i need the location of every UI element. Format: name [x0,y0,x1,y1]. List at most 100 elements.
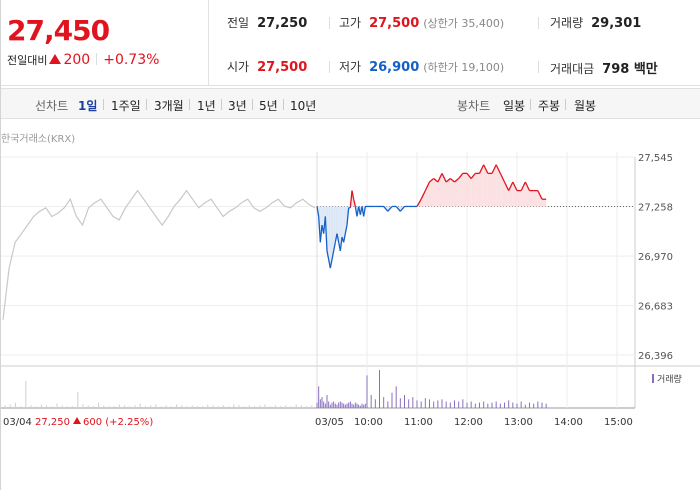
price-line-down [318,216,321,243]
price-line-down [316,206,320,217]
price-line-down [336,233,340,243]
up-area-fill [521,181,526,207]
divider [283,99,284,110]
y-tick-label: 26,683 [638,302,673,313]
up-area-fill [500,173,505,207]
up-area-fill [437,173,442,207]
up-area-fill [492,164,497,207]
y-axis-labels: 27,545 27,258 26,970 26,683 26,396 [638,153,673,362]
period-5y-tab[interactable]: 5년 [259,99,278,113]
price-line-up [416,198,422,207]
candle-chart-label: 봉차트 [457,99,491,113]
up-area-fill [471,173,476,207]
chart-lines [2,164,547,320]
prev-day-price-line [2,189,316,320]
divider [538,61,539,73]
period-1w-tab[interactable]: 1주일 [111,99,141,113]
change-amount: 200 [63,52,91,68]
divider [329,61,330,73]
price-line-down [344,224,348,234]
y-tick-label: 26,396 [638,351,673,362]
candle-monthly-tab[interactable]: 월봉 [574,99,597,113]
volume-bars [4,370,547,408]
trade-value-label: 거래대금 [550,62,595,76]
price-line-down [319,225,323,243]
price-line-up [503,181,510,191]
up-area-fill [537,190,542,207]
period-3y-tab[interactable]: 3년 [228,99,247,113]
up-area-fill [533,190,538,207]
x-tick-label: 03/05 [315,417,344,428]
price-line-up [449,178,455,183]
up-area-fill [446,178,451,207]
low-value: 26,900 [369,60,420,75]
price-line-down [326,250,330,260]
quote-summary: 27,450 전일대비 200 +0.73% 전일 27,250 고가 27,500 (상… [1,0,700,86]
price-line-up [437,173,443,183]
trade-value-cell: 거래대금 798 백만 [550,58,658,78]
up-area-fill [350,190,352,207]
up-area-fill [483,164,488,207]
up-area-fill [512,181,517,207]
price-line-up [491,164,497,174]
lower-limit-note: (하한가 19,100) [423,61,505,74]
divider [96,53,98,65]
up-area-fill [508,181,513,207]
down-area-fill [330,206,332,269]
down-area-fill [337,206,339,243]
up-area-fill [496,164,501,207]
down-area-fill [333,206,336,251]
period-3m-tab[interactable]: 3개월 [154,99,184,113]
divider [252,99,253,110]
period-10y-tab[interactable]: 10년 [290,99,317,113]
down-area-fill [338,206,341,251]
price-line-up [537,190,543,200]
price-line-up [499,173,506,183]
line-chart-label: 선차트 [35,99,69,113]
up-area-fill [504,181,509,207]
price-line-up [508,181,514,191]
down-area-fill [335,206,337,243]
open-value: 27,500 [257,60,308,75]
prev-day-change: 600 (+2.25%) [83,417,153,428]
up-area-fill [433,178,438,207]
price-line-up [424,181,431,191]
data-source-label: 한국거래소(KRX) [1,134,76,145]
x-tick-label: 12:00 [454,417,483,428]
price-line-up [351,190,355,200]
price-line-down [399,206,405,212]
price-line-up [524,181,531,191]
volume-legend: 거래량 [652,373,682,385]
open-label: 시가 [227,60,250,74]
prev-close-label: 전일 [227,16,250,30]
price-line-up [441,173,447,183]
candle-weekly-tab[interactable]: 주봉 [538,99,561,113]
prev-close-cell: 전일 27,250 [227,14,307,34]
price-line-up [466,172,472,179]
price-line-up [420,190,426,200]
price-line-up [478,164,485,174]
volume-legend-swatch [652,374,654,383]
period-1d-tab[interactable]: 1일 [78,99,98,113]
change-row: 전일대비 200 +0.73% [7,52,159,68]
prev-close-value: 27,250 [257,16,308,31]
period-1y-tab[interactable]: 1년 [197,99,216,113]
price-line-down [383,206,389,212]
high-cell: 고가 27,500 (상한가 35,400) [339,14,504,34]
open-cell: 시가 27,500 [227,58,307,78]
chart-area-fills [317,164,547,269]
intraday-price-chart[interactable]: 27,545 27,258 26,970 26,683 26,396 03/04 27,2… [1,130,700,490]
price-line-up [458,172,464,179]
down-area-fill [342,206,344,243]
price-line-down [339,237,343,251]
price-line-down [363,206,366,217]
price-line-up [512,181,518,191]
low-label: 저가 [339,60,362,74]
candle-daily-tab[interactable]: 일봉 [503,99,526,113]
upper-limit-note: (상한가 35,400) [423,17,505,30]
change-label: 전일대비 [7,54,48,67]
high-value: 27,500 [369,16,420,31]
price-line-up [454,178,460,183]
divider [565,99,566,110]
current-price: 27,450 [7,14,110,47]
